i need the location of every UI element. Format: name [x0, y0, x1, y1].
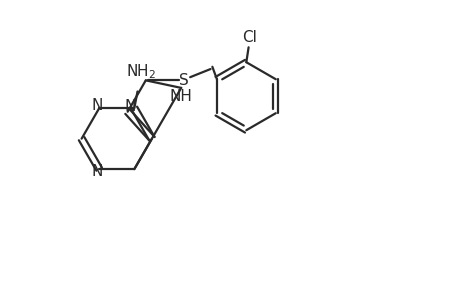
- Text: N: N: [91, 98, 102, 113]
- Text: Cl: Cl: [242, 30, 257, 45]
- Text: N: N: [124, 99, 135, 114]
- Text: N: N: [91, 164, 102, 179]
- Text: NH$_2$: NH$_2$: [126, 62, 156, 81]
- Text: NH: NH: [169, 89, 192, 104]
- Text: S: S: [179, 73, 189, 88]
